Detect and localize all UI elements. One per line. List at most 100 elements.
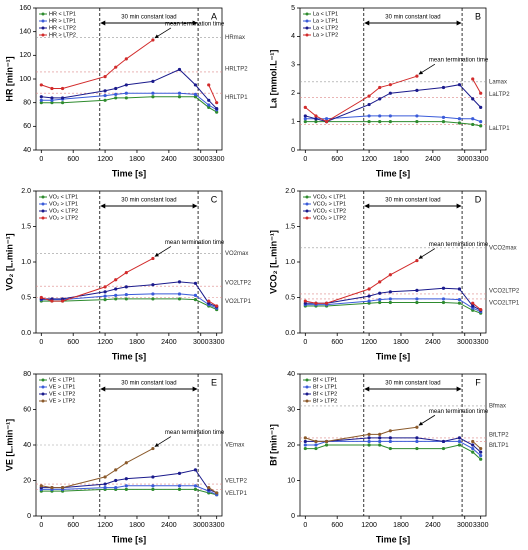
data-point <box>457 117 462 121</box>
data-point <box>177 280 182 284</box>
data-point <box>471 304 475 308</box>
data-point <box>177 67 182 72</box>
legend-label: HR < LTP1 <box>49 11 76 17</box>
data-point <box>324 301 329 305</box>
y-tick-label: 40 <box>287 371 295 378</box>
data-point <box>388 83 392 87</box>
data-point <box>415 74 419 78</box>
data-point <box>124 96 128 100</box>
data-point <box>378 291 382 295</box>
y-tick-label: 80 <box>23 371 31 378</box>
data-point <box>388 446 392 451</box>
data-point <box>177 297 182 301</box>
data-point <box>50 486 54 490</box>
y-tick-label: 10 <box>287 477 295 484</box>
data-point <box>457 443 462 447</box>
y-tick-label: 40 <box>23 442 31 449</box>
data-point <box>103 475 107 479</box>
data-point <box>471 450 475 454</box>
load-label: 30 min constant load <box>121 198 176 204</box>
data-point <box>193 468 198 472</box>
x-tick-label: 0 <box>303 522 307 529</box>
x-tick-label: 3300 <box>209 522 225 529</box>
data-point <box>479 307 483 312</box>
data-point <box>193 281 198 285</box>
series-line <box>41 92 217 111</box>
data-point <box>378 439 382 444</box>
data-point <box>303 120 307 124</box>
load-label: 30 min constant load <box>385 381 440 387</box>
data-point <box>103 285 107 289</box>
termination-label: mean termination time <box>429 242 489 248</box>
data-point <box>124 57 128 61</box>
data-point <box>124 297 128 301</box>
y-tick-label: 160 <box>19 5 31 12</box>
legend-label: VO₂ > LTP2 <box>49 215 78 221</box>
data-point <box>303 439 307 444</box>
data-point <box>367 102 371 107</box>
data-point <box>124 285 128 289</box>
data-point <box>479 120 483 124</box>
data-point <box>378 432 382 436</box>
legend-dot <box>41 385 45 389</box>
legend-label: VE < LTP2 <box>49 391 75 397</box>
data-point <box>103 294 107 298</box>
legend-dot <box>41 33 45 37</box>
y-tick-label: 0.0 <box>21 330 31 337</box>
reference-label: VELTP1 <box>225 491 248 497</box>
data-point <box>303 443 307 447</box>
data-point <box>103 75 107 79</box>
data-point <box>324 439 329 444</box>
data-point <box>114 297 118 301</box>
data-point <box>60 96 65 100</box>
data-point <box>103 93 107 98</box>
data-point <box>193 298 198 302</box>
data-point <box>60 86 65 91</box>
data-point <box>479 91 483 95</box>
data-point <box>114 468 118 472</box>
termination-label: mean termination time <box>165 430 225 436</box>
data-point <box>39 98 43 102</box>
data-point <box>124 477 128 481</box>
data-point <box>314 120 318 124</box>
legend-label: HR > LTP1 <box>49 18 76 24</box>
data-point <box>378 114 382 118</box>
x-axis-label: Time [s] <box>112 534 146 544</box>
x-tick-label: 2400 <box>161 522 177 529</box>
data-point <box>103 290 107 294</box>
data-point <box>324 443 329 447</box>
reference-label: VO2LTP2 <box>225 281 252 287</box>
y-tick-label: 60 <box>23 406 31 413</box>
data-point <box>303 117 307 121</box>
x-tick-label: 1200 <box>97 156 113 163</box>
data-point <box>193 293 198 297</box>
data-point <box>151 79 155 83</box>
data-point <box>124 484 128 488</box>
data-point <box>471 439 475 444</box>
y-axis-label: La [mmol.L⁻¹] <box>268 50 278 109</box>
data-point <box>103 298 107 302</box>
load-label: 30 min constant load <box>121 381 176 387</box>
data-point <box>378 120 382 124</box>
x-tick-label: 1800 <box>129 156 145 163</box>
legend-dot <box>305 392 309 396</box>
plot-frame <box>299 7 487 151</box>
y-tick-label: 0.0 <box>285 330 295 337</box>
data-point <box>114 96 118 100</box>
reference-label: VELTP2 <box>225 479 248 485</box>
legend-dot <box>305 378 309 382</box>
legend-dot <box>41 195 45 199</box>
data-point <box>378 280 382 284</box>
data-point <box>215 101 219 105</box>
x-tick-label: 1800 <box>393 156 409 163</box>
data-point <box>388 297 392 301</box>
data-point <box>388 290 392 294</box>
data-point <box>367 443 371 447</box>
data-point <box>193 95 198 99</box>
data-point <box>471 117 475 121</box>
data-point <box>151 283 155 287</box>
reference-label: HRLTP1 <box>225 95 248 101</box>
legend-label: La > LTP1 <box>313 18 338 24</box>
x-axis-label: Time [s] <box>376 168 410 178</box>
x-tick-label: 0 <box>303 339 307 346</box>
